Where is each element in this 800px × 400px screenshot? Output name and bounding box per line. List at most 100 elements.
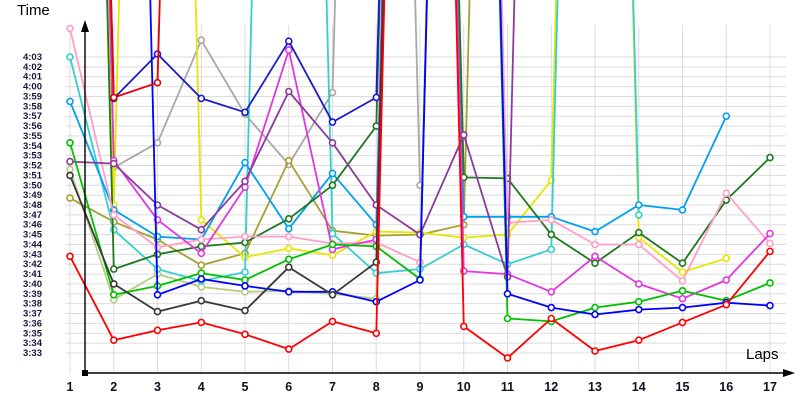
x-tick-label: 4 — [198, 380, 205, 394]
x-tick-label: 10 — [457, 380, 471, 394]
x-tick-label: 12 — [544, 380, 558, 394]
data-point — [547, 287, 556, 296]
y-tick-label: 3:47 — [23, 210, 42, 221]
data-point — [197, 275, 206, 283]
data-point — [591, 303, 599, 312]
y-tick-label: 3:39 — [23, 289, 42, 300]
data-point — [66, 97, 74, 106]
x-tick-label: 2 — [110, 380, 117, 394]
data-point — [197, 249, 206, 258]
x-tick-label: 14 — [632, 380, 646, 394]
data-point — [328, 139, 337, 147]
data-point — [634, 305, 643, 314]
data-point — [66, 24, 74, 33]
data-point — [110, 265, 118, 273]
data-point — [547, 245, 556, 254]
data-point — [591, 259, 599, 268]
data-point — [678, 259, 687, 268]
data-point — [634, 280, 643, 288]
data-point — [241, 306, 249, 315]
data-point — [547, 216, 556, 224]
data-point — [328, 169, 337, 178]
data-point — [328, 317, 337, 326]
data-point — [153, 139, 162, 147]
data-point — [678, 206, 687, 214]
data-point — [241, 268, 249, 276]
data-point — [153, 78, 162, 87]
data-point — [678, 286, 687, 295]
data-point — [66, 157, 74, 166]
data-point — [284, 156, 293, 165]
y-tick-label: 4:01 — [23, 72, 43, 83]
x-tick-label: 13 — [588, 380, 602, 394]
data-point — [284, 287, 293, 296]
y-tick-label: 3:36 — [23, 318, 42, 329]
series-line-blue — [149, 0, 771, 316]
x-tick-label: 16 — [719, 380, 733, 394]
x-tick-label: 1 — [67, 380, 74, 394]
data-point — [197, 242, 206, 251]
data-point — [197, 216, 206, 224]
data-point — [459, 131, 468, 139]
data-point — [547, 314, 556, 323]
data-point — [284, 345, 293, 353]
data-point — [284, 87, 293, 96]
data-point — [197, 318, 206, 327]
data-point — [722, 276, 731, 284]
data-point — [722, 300, 731, 309]
x-tick-label: 11 — [501, 380, 514, 394]
data-point — [66, 53, 74, 61]
data-point — [284, 37, 293, 46]
y-tick-label: 4:00 — [23, 82, 42, 93]
data-point — [328, 181, 337, 190]
data-point — [110, 290, 118, 299]
data-point — [110, 159, 118, 168]
x-tick-label: 3 — [154, 380, 161, 394]
data-point — [766, 229, 774, 238]
data-point — [678, 268, 687, 276]
x-tick-label: 17 — [763, 380, 777, 394]
data-point — [241, 232, 249, 241]
data-point — [634, 201, 643, 209]
data-point — [110, 280, 118, 288]
series-line-magenta — [108, 0, 771, 300]
data-point — [722, 112, 731, 120]
y-tick-label: 3:51 — [23, 170, 43, 181]
data-point — [197, 36, 206, 45]
x-axis-title: Laps — [746, 346, 779, 363]
data-point — [416, 230, 424, 239]
data-point — [766, 279, 774, 287]
data-point — [503, 289, 512, 298]
y-axis-title: Time — [17, 2, 50, 19]
y-tick-label: 4:02 — [23, 62, 42, 73]
data-point — [678, 303, 687, 312]
series-line-sky-blue — [69, 0, 728, 241]
axes — [81, 20, 795, 377]
origin-marker — [82, 370, 88, 376]
y-tick-label: 3:45 — [23, 230, 43, 241]
data-point — [766, 239, 774, 248]
series-line-yellow — [107, 0, 727, 273]
y-tick-label: 3:58 — [23, 101, 42, 112]
data-point — [678, 318, 687, 327]
data-point — [66, 252, 74, 261]
data-point — [284, 215, 293, 223]
gridlines — [66, 25, 786, 373]
data-point — [328, 251, 337, 260]
y-tick-label: 3:53 — [23, 151, 42, 162]
x-tick-label: 15 — [676, 380, 690, 394]
data-point — [66, 139, 74, 147]
data-point — [110, 336, 118, 345]
data-point — [241, 108, 249, 117]
y-tick-label: 3:52 — [23, 161, 42, 172]
data-point — [197, 235, 206, 244]
data-point — [722, 254, 731, 263]
y-tick-label: 3:33 — [23, 348, 42, 359]
data-point — [66, 171, 74, 180]
data-point — [197, 94, 206, 103]
data-point — [284, 263, 293, 272]
y-tick-label: 3:40 — [23, 279, 42, 290]
data-point — [416, 276, 424, 284]
y-tick-label: 3:35 — [23, 328, 43, 339]
y-tick-label: 3:46 — [23, 220, 42, 231]
